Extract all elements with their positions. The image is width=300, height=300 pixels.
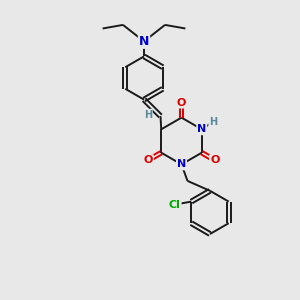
- Text: O: O: [177, 98, 186, 108]
- Text: O: O: [144, 155, 153, 165]
- Text: O: O: [210, 155, 219, 165]
- Text: H: H: [144, 110, 152, 120]
- Text: N: N: [197, 124, 206, 134]
- Text: N: N: [177, 159, 186, 170]
- Text: Cl: Cl: [169, 200, 181, 210]
- Text: H: H: [209, 117, 217, 127]
- Text: N: N: [139, 35, 149, 48]
